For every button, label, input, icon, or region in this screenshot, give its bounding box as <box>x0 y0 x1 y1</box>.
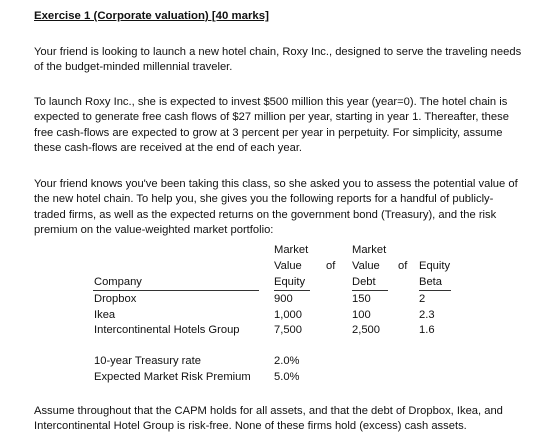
underline-company <box>93 290 259 291</box>
header-value-2: Value <box>352 260 380 272</box>
row-beta: 1.6 <box>419 324 435 336</box>
row-company: Ikea <box>94 309 116 321</box>
header-of-1: of <box>326 260 336 272</box>
row-company: Dropbox <box>94 293 137 305</box>
underline-equity <box>274 290 310 291</box>
row-equity: 7,500 <box>274 324 302 336</box>
header-equity-beta: Equity <box>419 260 451 272</box>
market-risk-premium-label: Expected Market Risk Premium <box>94 371 251 383</box>
exercise-heading: Exercise 1 (Corporate valuation) [40 mar… <box>34 10 269 22</box>
underline-debt <box>352 290 388 291</box>
row-debt: 2,500 <box>352 324 380 336</box>
col-equity: Equity <box>274 276 306 288</box>
row-debt: 150 <box>352 293 371 305</box>
header-market-equity: Market <box>274 244 309 256</box>
row-debt: 100 <box>352 309 371 321</box>
header-market-debt: Market <box>352 244 387 256</box>
row-equity: 900 <box>274 293 293 305</box>
col-beta: Beta <box>419 276 443 288</box>
row-beta: 2 <box>419 293 426 305</box>
row-beta: 2.3 <box>419 309 435 321</box>
paragraph-assumptions: Assume throughout that the CAPM holds fo… <box>34 405 503 433</box>
header-value-1: Value <box>274 260 302 272</box>
market-risk-premium-value: 5.0% <box>274 371 300 383</box>
underline-beta <box>419 290 451 291</box>
paragraph-investment: To launch Roxy Inc., she is expected to … <box>34 96 509 155</box>
paragraph-request: Your friend knows you've been taking thi… <box>34 178 518 237</box>
header-of-2: of <box>398 260 408 272</box>
row-equity: 1,000 <box>274 309 302 321</box>
treasury-rate-value: 2.0% <box>274 355 300 367</box>
col-company: Company <box>94 276 142 288</box>
treasury-rate-label: 10-year Treasury rate <box>94 355 201 367</box>
row-company: Intercontinental Hotels Group <box>94 324 240 336</box>
col-debt: Debt <box>352 276 376 288</box>
paragraph-intro: Your friend is looking to launch a new h… <box>34 46 522 74</box>
